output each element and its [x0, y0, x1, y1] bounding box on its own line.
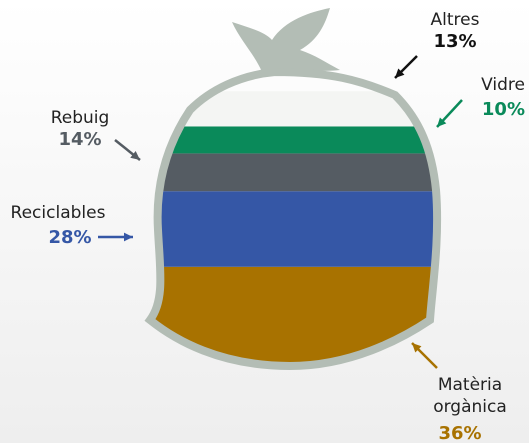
series-name: Reciclables — [11, 203, 106, 223]
arrow-head — [437, 117, 447, 127]
series-name: Vidre — [481, 75, 525, 95]
value-label: 28% — [48, 227, 91, 248]
band — [150, 191, 438, 267]
series-name: Matèria orgànica — [433, 375, 507, 417]
arrow-head — [123, 232, 133, 242]
value-label: 10% — [482, 99, 525, 120]
value-label: 36% — [438, 423, 481, 443]
arrow-head — [395, 68, 405, 78]
bag-knot — [232, 8, 340, 72]
band — [150, 126, 438, 154]
bag-contents — [150, 91, 438, 364]
series-name: Altres — [431, 10, 480, 30]
band — [150, 153, 438, 192]
bag-outline — [144, 67, 442, 371]
value-label: 13% — [433, 31, 476, 52]
series-name: Rebuig — [51, 108, 110, 128]
arrow-head — [130, 150, 140, 160]
value-label: 14% — [58, 129, 101, 150]
arrow-head — [412, 343, 422, 353]
